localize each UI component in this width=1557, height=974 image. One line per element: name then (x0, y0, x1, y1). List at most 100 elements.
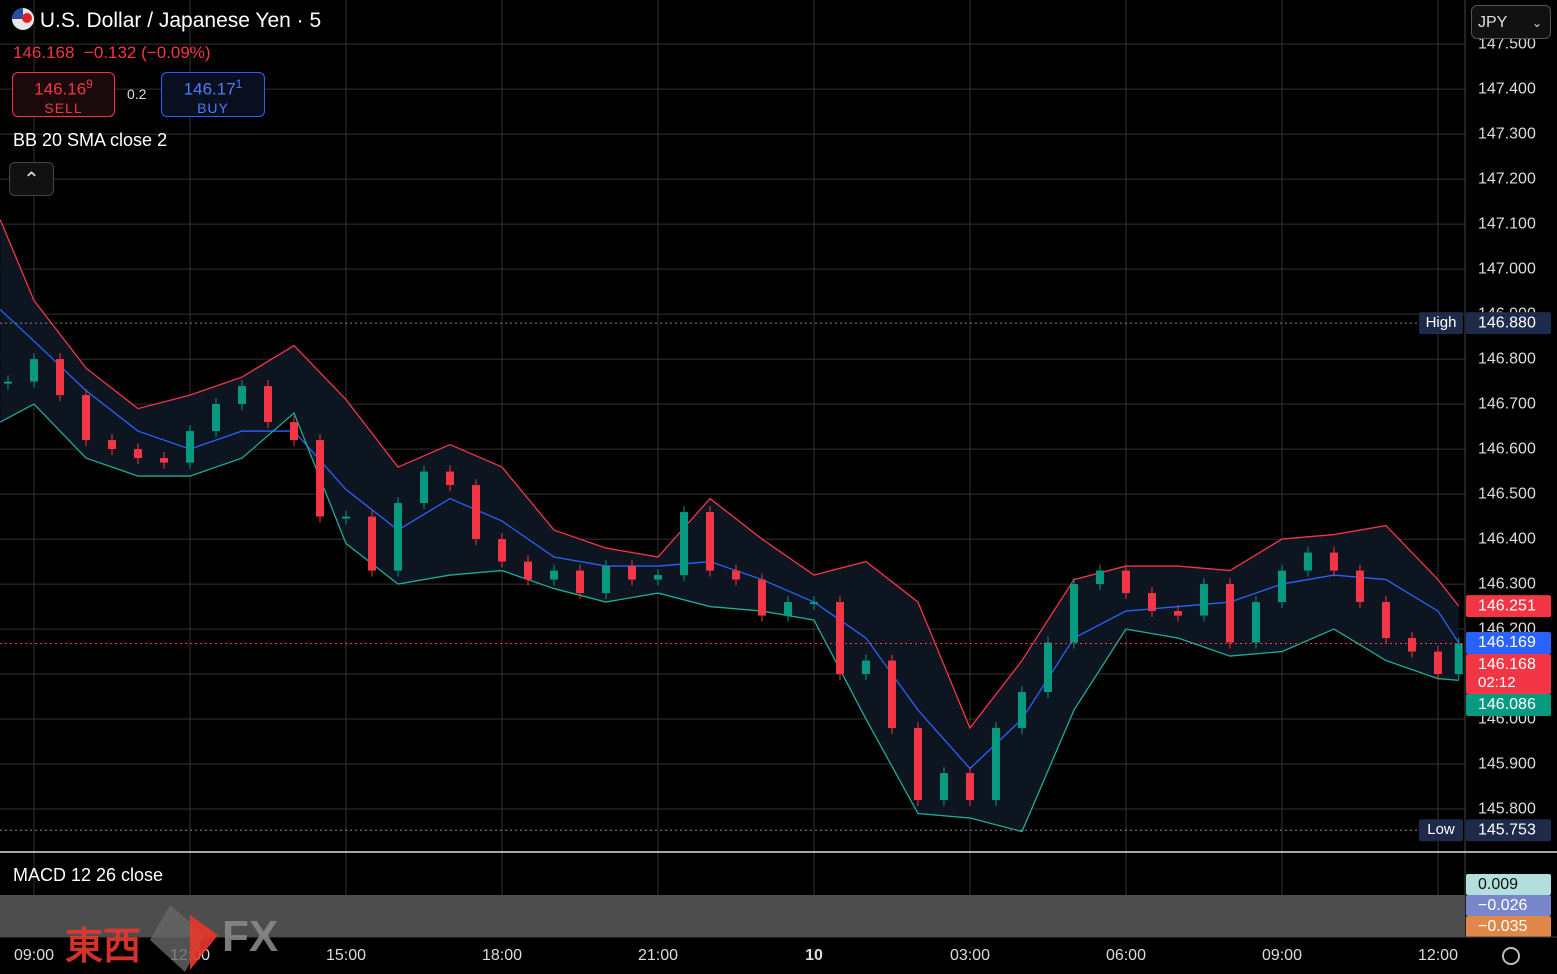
candle (653, 575, 662, 580)
candle (1043, 642, 1052, 693)
candle (757, 579, 766, 616)
candle (497, 539, 506, 562)
y-tick-label: 146.700 (1478, 395, 1536, 412)
candle (30, 359, 39, 382)
price-line-name-bg (1419, 819, 1463, 842)
candle (549, 570, 558, 580)
macd-tag-label: 0.009 (1478, 876, 1518, 893)
candle (315, 440, 324, 517)
candle (238, 386, 247, 405)
candle (939, 773, 948, 801)
buy-price: 146.17 (183, 79, 236, 99)
candle (913, 728, 922, 801)
x-tick-label: 10 (805, 947, 823, 964)
price-line-name: High (1426, 314, 1457, 331)
change-percent: (−0.09%) (141, 43, 211, 62)
price-line-label: 146.880 (1478, 314, 1536, 331)
candle (1147, 593, 1156, 612)
price-tag (1466, 654, 1551, 695)
candle (82, 395, 91, 441)
buy-button[interactable]: 146.171 BUY (161, 72, 265, 117)
candle (575, 570, 584, 594)
price-tag (1466, 595, 1551, 618)
candle (1121, 570, 1130, 594)
settings-icon[interactable] (1502, 947, 1520, 965)
candle (679, 512, 688, 576)
candle (471, 485, 480, 540)
candle (212, 404, 221, 432)
buy-label: BUY (197, 99, 229, 116)
collapse-button[interactable]: ⌃ (9, 162, 54, 196)
x-tick-label: 06:00 (1106, 947, 1146, 964)
spread: 0.2 (127, 86, 147, 102)
candle (731, 570, 740, 580)
price-tag-label: 146.251 (1478, 597, 1536, 614)
candle (419, 471, 428, 504)
watermark-logo (190, 915, 218, 970)
y-tick-label: 146.600 (1478, 440, 1536, 457)
indicator-label: BB 20 SMA close 2 (13, 130, 168, 150)
change: −0.132 (83, 43, 137, 62)
title-text: U.S. Dollar / Japanese Yen · 5 (39, 9, 322, 32)
sell-button[interactable]: 146.169 SELL (12, 72, 115, 117)
y-tick-label: 147.100 (1478, 215, 1536, 232)
y-tick-label: 147.300 (1478, 125, 1536, 142)
candle (186, 431, 195, 463)
sell-pip: 9 (86, 77, 93, 91)
band-line (0, 403, 1459, 833)
x-tick-label: 03:00 (950, 947, 990, 964)
flag-icon (12, 8, 34, 30)
candle (1381, 602, 1390, 639)
candle (56, 359, 65, 396)
price-tag (1466, 632, 1551, 655)
candle (861, 660, 870, 675)
countdown: 02:12 (1478, 674, 1516, 691)
buy-pip: 1 (235, 77, 243, 91)
y-tick-label: 147.200 (1478, 170, 1536, 187)
candle (1017, 692, 1026, 729)
x-tick-label: 12:00 (1418, 947, 1458, 964)
y-tick-label: 146.400 (1478, 530, 1536, 547)
candle (601, 566, 610, 594)
price-tag-label: 146.168 (1478, 656, 1536, 673)
candle (705, 512, 714, 571)
price-tag-label: 146.086 (1478, 696, 1536, 713)
x-tick-label: 15:00 (326, 947, 366, 964)
candle (1277, 570, 1286, 603)
candle (1433, 651, 1442, 675)
price-tag (1466, 694, 1551, 717)
candle (1454, 643, 1463, 675)
y-tick-label: 147.000 (1478, 260, 1536, 277)
candle (1407, 638, 1416, 652)
watermark-text: 東西 (65, 926, 142, 968)
candle (393, 503, 402, 571)
currency-dropdown[interactable]: JPY ⌄ (1471, 5, 1551, 39)
macd-tag-label: −0.035 (1478, 918, 1527, 935)
candle (1251, 602, 1260, 643)
candle (1173, 611, 1182, 616)
price-line-name: Low (1427, 821, 1455, 838)
sell-price: 146.16 (34, 79, 87, 99)
candle (160, 458, 169, 463)
candle (445, 471, 454, 486)
watermark-fx: FX (222, 912, 279, 961)
time-axis (0, 937, 1557, 974)
candle (991, 728, 1000, 801)
quote: 146.168 −0.132 (−0.09%) (13, 43, 211, 63)
candle (1355, 570, 1364, 603)
candle (134, 449, 143, 459)
candle (809, 602, 818, 605)
last-price: 146.168 (13, 43, 75, 62)
macd-lower (0, 895, 1465, 937)
price-line-label: 145.753 (1478, 821, 1536, 838)
candle (835, 602, 844, 675)
band-line (0, 219, 1460, 730)
price-line-name-bg (1419, 312, 1463, 335)
candle (783, 602, 792, 616)
price-line-tag (1466, 819, 1551, 842)
x-tick-label: 18:00 (482, 947, 522, 964)
candle (341, 516, 350, 519)
